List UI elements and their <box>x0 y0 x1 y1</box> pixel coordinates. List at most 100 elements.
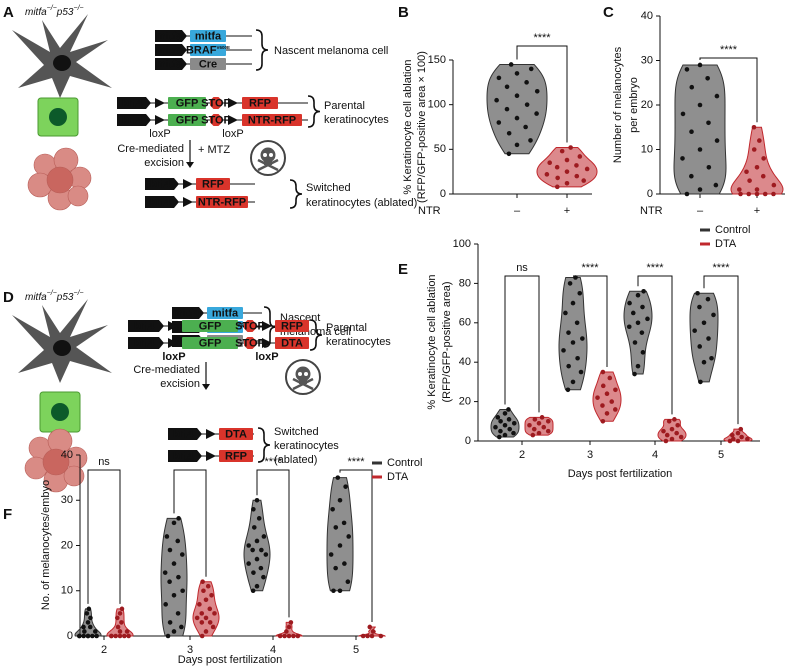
data-point <box>205 583 211 589</box>
data-point <box>701 320 707 326</box>
promoter-label: krt4 <box>150 196 171 208</box>
data-point <box>88 615 93 621</box>
data-point <box>544 172 550 177</box>
data-point <box>701 359 707 365</box>
data-point <box>566 363 571 369</box>
data-point <box>536 430 542 436</box>
data-point <box>167 579 172 584</box>
loxp-site <box>228 98 238 108</box>
gene-label: DTA <box>281 337 303 349</box>
data-point <box>661 428 666 434</box>
skull-jaw <box>299 379 307 384</box>
brace <box>309 319 323 351</box>
data-point <box>570 300 576 306</box>
x-tick-label: + <box>564 205 570 217</box>
data-point <box>568 145 573 150</box>
data-point <box>263 552 269 557</box>
data-point <box>559 148 565 154</box>
data-point <box>254 497 260 503</box>
data-point <box>194 615 200 621</box>
data-point <box>201 588 206 594</box>
data-point <box>261 574 266 580</box>
data-point <box>711 312 716 318</box>
gene-name: RFP <box>281 320 303 332</box>
data-point <box>554 184 560 190</box>
label: (ablated) <box>274 454 317 466</box>
nucleus <box>51 403 69 421</box>
data-point <box>291 633 296 639</box>
promoter <box>168 428 202 440</box>
data-point <box>163 602 168 607</box>
genotype: mitfa−/−p53−/− <box>25 290 84 303</box>
data-point <box>365 633 370 639</box>
data-point <box>179 552 185 557</box>
data-point <box>754 165 760 170</box>
data-point <box>506 407 511 412</box>
panel-letter: A <box>3 4 14 21</box>
data-point <box>612 407 618 412</box>
x-tick-label: 4 <box>652 449 658 461</box>
data-point <box>578 369 584 375</box>
y-tick-label: 30 <box>641 54 653 66</box>
significance-label: **** <box>581 262 599 274</box>
promoter-label: mitfa <box>156 44 183 56</box>
data-point <box>698 379 703 385</box>
data-point <box>645 316 650 322</box>
data-point <box>180 588 185 594</box>
data-point <box>754 191 760 197</box>
x-tick-label: + <box>754 205 760 217</box>
data-point <box>570 340 576 345</box>
data-point <box>528 66 534 72</box>
y-tick-label: 100 <box>453 238 471 250</box>
data-point <box>171 629 177 634</box>
gene-name: GFP <box>199 320 222 332</box>
data-point <box>165 633 171 639</box>
data-point <box>337 543 343 548</box>
loxp-site <box>155 98 165 108</box>
data-point <box>498 419 503 424</box>
data-point <box>175 538 181 544</box>
data-point <box>370 629 376 634</box>
data-point <box>210 624 216 630</box>
x-tick-label: – <box>514 205 521 217</box>
gene-label: GFP <box>199 320 222 332</box>
data-point <box>564 169 570 174</box>
data-point <box>600 419 606 424</box>
nucleus <box>53 340 71 356</box>
data-point <box>760 173 766 179</box>
data-point <box>729 432 735 438</box>
data-point <box>536 420 542 426</box>
data-point <box>530 432 536 438</box>
gene-label: NTR-RFP <box>248 114 296 126</box>
legend-label: DTA <box>387 471 409 483</box>
genotype-part: p53 <box>56 7 74 18</box>
significance-bracket <box>504 275 540 413</box>
panel-letter: E <box>398 261 408 278</box>
data-point <box>345 579 351 584</box>
data-point <box>761 156 766 161</box>
promoter <box>155 30 187 42</box>
data-point <box>277 633 283 639</box>
x-tick-label: 2 <box>519 449 525 461</box>
data-point <box>92 629 98 634</box>
data-point <box>288 620 294 625</box>
promoter-label: krt4 <box>173 450 194 462</box>
data-point <box>346 534 351 539</box>
brace <box>257 427 271 463</box>
gene-label: DTA <box>225 428 247 440</box>
data-point <box>565 387 571 393</box>
data-point <box>534 111 539 116</box>
data-point <box>705 76 710 81</box>
data-point <box>692 328 697 333</box>
data-point <box>524 80 529 85</box>
data-point <box>119 620 124 625</box>
data-point <box>514 142 520 148</box>
y-axis-label: % Keratinocyte cell ablation <box>426 274 438 409</box>
data-point <box>566 330 571 335</box>
genotype-part: mitfa <box>25 7 47 18</box>
gene <box>275 320 309 332</box>
violin <box>689 292 719 383</box>
gene-label: RFP <box>249 97 271 109</box>
data-point <box>527 422 532 428</box>
data-point <box>541 424 547 430</box>
